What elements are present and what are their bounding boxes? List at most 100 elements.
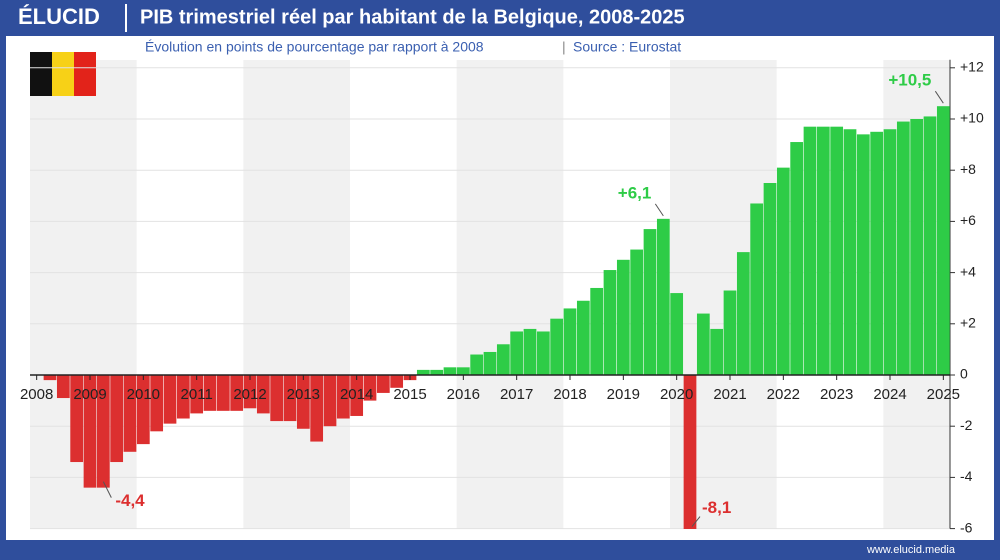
bar [576, 300, 590, 375]
bar [936, 106, 950, 375]
x-tick-label: 2015 [393, 386, 426, 403]
bar [203, 375, 217, 411]
bar [843, 129, 857, 375]
subtitle: Évolution en points de pourcentage par r… [145, 39, 484, 55]
bar [790, 142, 804, 375]
chart-title: PIB trimestriel réel par habitant de la … [140, 6, 685, 28]
bar [296, 375, 310, 429]
annotation-leader [691, 516, 701, 527]
x-tick-label: 2022 [767, 386, 800, 403]
bar [883, 129, 897, 375]
y-tick-label: +8 [960, 161, 976, 177]
value-label: +6,1 [618, 183, 652, 202]
x-tick-label: 2014 [340, 386, 373, 403]
bar [190, 375, 204, 414]
bar [123, 375, 137, 452]
bar [696, 313, 710, 375]
bar [83, 375, 97, 488]
bar [443, 367, 457, 375]
logo: ÉLUCID [18, 4, 100, 29]
bar [723, 290, 737, 375]
x-tick-label: 2009 [73, 386, 106, 403]
annotation-leader [934, 90, 944, 104]
bar [363, 375, 377, 401]
bar [483, 351, 497, 375]
bar [243, 375, 257, 409]
x-tick-label: 2024 [873, 386, 906, 403]
bar [496, 344, 510, 375]
bar [96, 375, 110, 488]
bar [750, 203, 764, 375]
y-tick-label: +2 [960, 315, 976, 331]
bar [870, 131, 884, 375]
bar [656, 218, 670, 375]
value-label: -4,4 [115, 491, 145, 510]
bar [390, 375, 404, 388]
flag-red [74, 52, 96, 96]
bar [643, 229, 657, 375]
y-tick-label: +12 [960, 59, 984, 75]
bar [323, 375, 337, 427]
flag [30, 52, 96, 96]
bar [350, 375, 364, 416]
x-tick-label: 2021 [713, 386, 746, 403]
x-tick-label: 2019 [607, 386, 640, 403]
bar [523, 328, 537, 375]
x-tick-label: 2010 [127, 386, 160, 403]
bar [710, 328, 724, 375]
annotation-leader [102, 481, 112, 498]
bar [310, 375, 324, 442]
bar [416, 369, 430, 375]
bar [150, 375, 164, 432]
bar [896, 121, 910, 375]
x-tick-label: 2020 [660, 386, 693, 403]
bar [736, 252, 750, 375]
y-tick-label: +6 [960, 212, 976, 228]
annotation-leader [654, 203, 664, 217]
flag-black [30, 52, 52, 96]
bar [70, 375, 84, 463]
bar [216, 375, 230, 411]
bar [923, 116, 937, 375]
x-tick-label: 2017 [500, 386, 533, 403]
x-tick-label: 2012 [233, 386, 266, 403]
bar [336, 375, 350, 419]
bar [910, 119, 924, 375]
bar [603, 270, 617, 375]
bar [283, 375, 297, 422]
y-tick-label: 0 [960, 366, 968, 382]
bar [230, 375, 244, 411]
value-label: +10,5 [888, 71, 931, 90]
bar [136, 375, 150, 445]
background-band [456, 60, 564, 529]
bar [256, 375, 270, 414]
bar [830, 126, 844, 376]
bar [456, 367, 470, 375]
y-tick-label: +10 [960, 110, 984, 126]
bar [56, 375, 70, 399]
bar [763, 183, 777, 375]
background-band [243, 60, 350, 529]
bar [776, 167, 790, 375]
footer-site: www.elucid.media [866, 544, 956, 556]
bar [470, 354, 484, 375]
bar [550, 318, 564, 375]
x-tick-label: 2025 [927, 386, 960, 403]
x-tick-label: 2018 [553, 386, 586, 403]
bar [590, 287, 604, 375]
bar [563, 308, 577, 375]
y-tick-label: -6 [960, 519, 973, 535]
bar [816, 126, 830, 376]
x-tick-label: 2008 [20, 386, 53, 403]
x-tick-label: 2016 [447, 386, 480, 403]
x-tick-label: 2013 [287, 386, 320, 403]
bar [536, 331, 550, 375]
x-tick-label: 2023 [820, 386, 853, 403]
bar [376, 375, 390, 393]
value-label: -8,1 [702, 498, 731, 517]
source: Source : Eurostat [573, 39, 681, 55]
bar [803, 126, 817, 376]
bars [43, 106, 950, 529]
bar [670, 293, 684, 375]
